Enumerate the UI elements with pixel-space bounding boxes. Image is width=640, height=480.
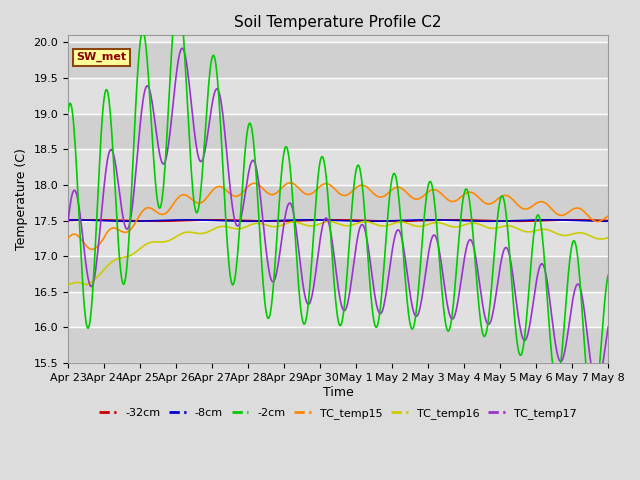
Bar xyxy=(68,220,608,256)
Legend: -32cm, -8cm, -2cm, TC_temp15, TC_temp16, TC_temp17: -32cm, -8cm, -2cm, TC_temp15, TC_temp16,… xyxy=(95,403,581,423)
Bar xyxy=(68,42,608,78)
Bar xyxy=(68,292,608,327)
Bar xyxy=(68,256,608,292)
Bar xyxy=(68,327,608,363)
X-axis label: Time: Time xyxy=(323,385,353,398)
Title: Soil Temperature Profile C2: Soil Temperature Profile C2 xyxy=(234,15,442,30)
Text: SW_met: SW_met xyxy=(76,52,126,62)
Bar xyxy=(68,78,608,114)
Bar xyxy=(68,185,608,220)
Y-axis label: Temperature (C): Temperature (C) xyxy=(15,148,28,250)
Bar xyxy=(68,36,608,42)
Bar xyxy=(68,149,608,185)
Bar xyxy=(68,114,608,149)
